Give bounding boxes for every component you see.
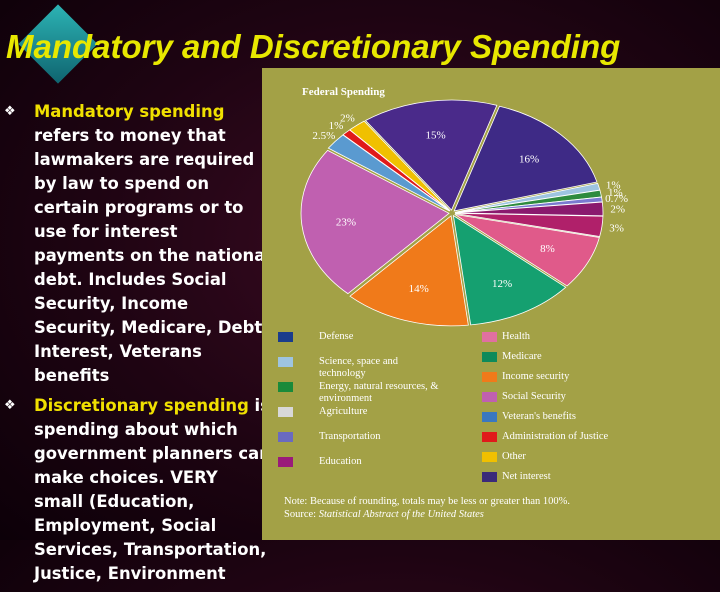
source-note: Source: Statistical Abstract of the Unit…	[284, 508, 714, 521]
pie-label-5: 2%	[610, 204, 625, 216]
chart-title: Federal Spending	[302, 86, 385, 98]
legend-left-swatch-0	[278, 332, 293, 342]
pie-label-13: 2%	[340, 112, 355, 124]
legend-right-swatch-3	[482, 392, 497, 402]
legend-left-swatch-3	[278, 407, 293, 417]
legend-right-label-4: Veteran's benefits	[502, 411, 576, 422]
bullet-marker-icon: ❖	[4, 398, 16, 413]
pie-slice-5	[454, 201, 604, 217]
legend-right-label-3: Social Security	[502, 391, 566, 402]
legend-left-swatch-1	[278, 357, 293, 367]
legend-right-swatch-2	[482, 372, 497, 382]
bullet-text: refers to money that lawmakers are requi…	[34, 126, 271, 385]
legend-right-swatch-1	[482, 352, 497, 362]
pie-label-9: 14%	[409, 283, 429, 295]
legend-left-label-3: Agriculture	[319, 406, 368, 417]
bullet-list: ❖ Mandatory spending refers to money tha…	[4, 100, 272, 592]
source-title: Statistical Abstract of the United State…	[318, 509, 484, 520]
legend-left-swatch-5	[278, 457, 293, 467]
legend-left-label-5: Education	[319, 456, 362, 467]
legend-left-label-4: Transportation	[319, 431, 381, 442]
rounding-note: Note: Because of rounding, totals may be…	[284, 496, 571, 507]
pie-label-1: 16%	[519, 153, 539, 165]
pie-chart: 15%16%1%1%0.7%2%3%8%12%14%23%2.5%1%2%	[300, 99, 628, 327]
legend-right-swatch-0	[482, 332, 497, 342]
legend-right-label-1: Medicare	[502, 351, 542, 362]
legend-right-swatch-5	[482, 432, 497, 442]
legend-left-label-0: Defense	[319, 331, 354, 342]
pie-label-10: 23%	[336, 216, 356, 228]
legend-right-label-0: Health	[502, 331, 530, 342]
legend-right-swatch-6	[482, 452, 497, 462]
legend-right-label-7: Net interest	[502, 471, 551, 482]
pie-label-6: 3%	[609, 223, 624, 235]
source-prefix: Source:	[284, 509, 319, 520]
bullet-marker-icon: ❖	[4, 104, 16, 119]
pie-label-7: 8%	[540, 243, 555, 255]
bullet-mandatory: ❖ Mandatory spending refers to money tha…	[4, 100, 272, 388]
pie-label-3: 1%	[608, 187, 623, 199]
pie-label-2: 1%	[606, 179, 621, 191]
pie-slice-13	[349, 120, 451, 211]
legend-left-label-1: Science, space and technology	[319, 356, 399, 379]
bullet-discretionary: ❖ Discretionary spending is spending abo…	[4, 394, 272, 586]
chart-note: Note: Because of rounding, totals may be…	[284, 495, 714, 521]
legend-right-swatch-7	[482, 472, 497, 482]
pie-label-4: 0.7%	[605, 193, 628, 205]
chart-panel: Federal Spending 15% 16% 1% 1% 0.7% 2% 3% 8% 12%…	[262, 68, 720, 540]
legend-left-label-2: Energy, natural resources, & environment	[319, 381, 439, 404]
legend-right-label-5: Administration of Justice	[502, 431, 609, 442]
legend-right-swatch-4	[482, 412, 497, 422]
pie-slice-8	[452, 214, 567, 326]
pie-slice-9	[349, 215, 469, 327]
bullet-text: is spending about which government plann…	[34, 396, 271, 583]
pie-slice-0	[364, 99, 498, 211]
legend-right-label-6: Other	[502, 451, 526, 462]
pie-slice-1	[453, 105, 598, 212]
pie-slice-10	[300, 149, 450, 295]
pie-label-12: 1%	[329, 120, 344, 132]
pie-slice-7	[454, 213, 600, 287]
legend-left-swatch-4	[278, 432, 293, 442]
keyword-discretionary: Discretionary spending	[34, 396, 249, 415]
legend-right-label-2: Income security	[502, 371, 570, 382]
legend-left-swatch-2	[278, 382, 293, 392]
pie-slice-6	[454, 212, 604, 237]
keyword-mandatory: Mandatory spending	[34, 102, 225, 121]
pie-label-0: 15%	[426, 130, 446, 142]
pie-label-8: 12%	[492, 278, 512, 290]
slide-title: Mandatory and Discretionary Spending	[6, 28, 621, 65]
pie-label-11: 2.5%	[312, 130, 335, 142]
